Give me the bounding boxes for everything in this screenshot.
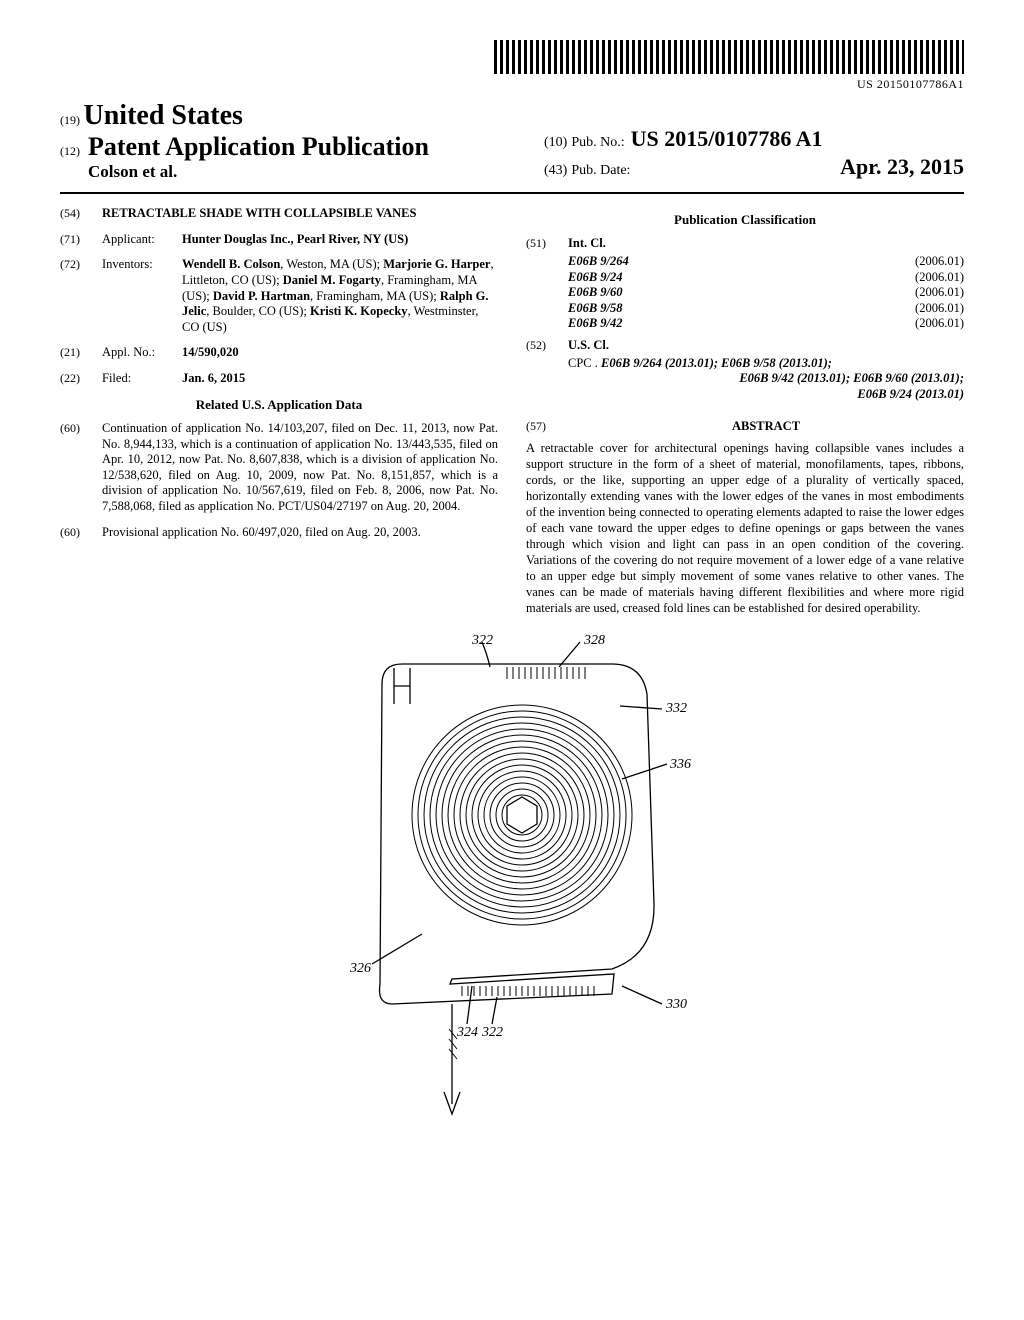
label-applicant: Applicant:: [102, 232, 172, 248]
cpc-line: E06B 9/24 (2013.01): [568, 387, 964, 403]
barcode-graphic: [494, 40, 964, 74]
label-inventors: Inventors:: [102, 257, 172, 335]
code-43: (43): [544, 163, 567, 179]
code-10: (10): [544, 135, 567, 151]
intcl-year: (2006.01): [915, 316, 964, 332]
label-applno: Appl. No.:: [102, 345, 172, 361]
val-filed: Jan. 6, 2015: [182, 371, 498, 387]
code-60b: (60): [60, 525, 92, 541]
code-51: (51): [526, 236, 558, 252]
intcl-code: E06B 9/60: [568, 285, 668, 301]
intcl-year: (2006.01): [915, 254, 964, 270]
fig-label-328: 328: [583, 634, 605, 648]
pub-no: US 2015/0107786 A1: [631, 126, 823, 152]
code-19: (19): [60, 113, 80, 127]
intcl-year: (2006.01): [915, 301, 964, 317]
code-52: (52): [526, 338, 558, 354]
fig-label-322a: 322: [471, 634, 493, 648]
figure: 322 328 332 336 326 324 322 330: [60, 634, 964, 1139]
cpc-line: E06B 9/264 (2013.01); E06B 9/58 (2013.01…: [601, 356, 832, 370]
fig-label-324: 324: [456, 1025, 478, 1040]
fig-label-332: 332: [665, 701, 687, 716]
divider: [60, 192, 964, 194]
doc-type: Patent Application Publication: [88, 132, 429, 162]
barcode-text: US 20150107786A1: [60, 77, 964, 92]
intcl-code: E06B 9/24: [568, 270, 668, 286]
barcode-block: US 20150107786A1: [60, 40, 964, 92]
abstract-body: A retractable cover for architectural op…: [526, 440, 964, 616]
label-filed: Filed:: [102, 371, 172, 387]
fig-label-330: 330: [665, 997, 687, 1012]
val-applno: 14/590,020: [182, 345, 498, 361]
right-column: Publication Classification (51) Int. Cl.…: [526, 206, 964, 616]
fig-label-326: 326: [349, 961, 371, 976]
fig-label-322b: 322: [481, 1025, 503, 1040]
code-21: (21): [60, 345, 92, 361]
content: (54) RETRACTABLE SHADE WITH COLLAPSIBLE …: [60, 206, 964, 616]
related-heading: Related U.S. Application Data: [60, 397, 498, 413]
val-inventors: Wendell B. Colson, Weston, MA (US); Marj…: [182, 257, 498, 335]
int-cl-list: E06B 9/264 (2006.01) E06B 9/24 (2006.01) E…: [526, 254, 964, 332]
cpc-prefix: CPC .: [568, 356, 598, 370]
code-60a: (60): [60, 421, 92, 515]
intcl-year: (2006.01): [915, 270, 964, 286]
figure-svg: 322 328 332 336 326 324 322 330: [332, 634, 692, 1134]
intcl-code: E06B 9/264: [568, 254, 668, 270]
intcl-code: E06B 9/58: [568, 301, 668, 317]
val-60a: Continuation of application No. 14/103,2…: [102, 421, 498, 515]
left-column: (54) RETRACTABLE SHADE WITH COLLAPSIBLE …: [60, 206, 498, 616]
country-name: United States: [84, 100, 243, 131]
pub-date-label: Pub. Date:: [571, 163, 630, 179]
intcl-code: E06B 9/42: [568, 316, 668, 332]
code-57: (57): [526, 419, 558, 434]
pub-info: (10) Pub. No.: US 2015/0107786 A1 (43) P…: [544, 126, 964, 180]
cpc-line: E06B 9/42 (2013.01); E06B 9/60 (2013.01)…: [568, 371, 964, 387]
intcl-year: (2006.01): [915, 285, 964, 301]
label-uscl: U.S. Cl.: [568, 338, 609, 352]
fig-label-336: 336: [669, 757, 691, 772]
cpc-block: CPC . E06B 9/264 (2013.01); E06B 9/58 (2…: [526, 356, 964, 403]
pub-no-label: Pub. No.:: [571, 135, 624, 151]
val-applicant: Hunter Douglas Inc., Pearl River, NY (US…: [182, 232, 498, 248]
pub-class-heading: Publication Classification: [526, 212, 964, 228]
code-12: (12): [60, 144, 80, 159]
code-22: (22): [60, 371, 92, 387]
code-54: (54): [60, 206, 92, 222]
code-72: (72): [60, 257, 92, 335]
invention-title: RETRACTABLE SHADE WITH COLLAPSIBLE VANES: [102, 206, 498, 222]
pub-date: Apr. 23, 2015: [840, 154, 964, 180]
abstract-label: ABSTRACT: [568, 419, 964, 435]
label-intcl: Int. Cl.: [568, 236, 606, 250]
val-60b: Provisional application No. 60/497,020, …: [102, 525, 498, 541]
code-71: (71): [60, 232, 92, 248]
